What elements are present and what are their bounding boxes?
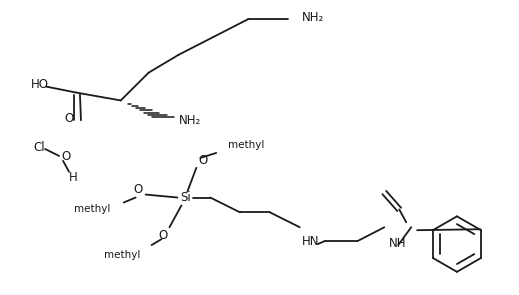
- Text: methyl: methyl: [74, 204, 111, 214]
- Text: O: O: [64, 112, 74, 125]
- Text: NH₂: NH₂: [302, 11, 324, 24]
- Text: O: O: [199, 154, 208, 167]
- Text: O: O: [158, 229, 167, 242]
- Text: O: O: [133, 183, 142, 196]
- Text: methyl: methyl: [228, 140, 265, 150]
- Text: NH₂: NH₂: [179, 114, 201, 127]
- Text: Si: Si: [180, 191, 191, 204]
- Text: Cl: Cl: [33, 142, 45, 155]
- Text: O: O: [61, 150, 71, 163]
- Text: methyl: methyl: [104, 250, 141, 260]
- Text: HO: HO: [31, 78, 49, 91]
- Text: HN: HN: [302, 235, 319, 248]
- Text: H: H: [69, 171, 77, 184]
- Text: NH: NH: [389, 237, 407, 250]
